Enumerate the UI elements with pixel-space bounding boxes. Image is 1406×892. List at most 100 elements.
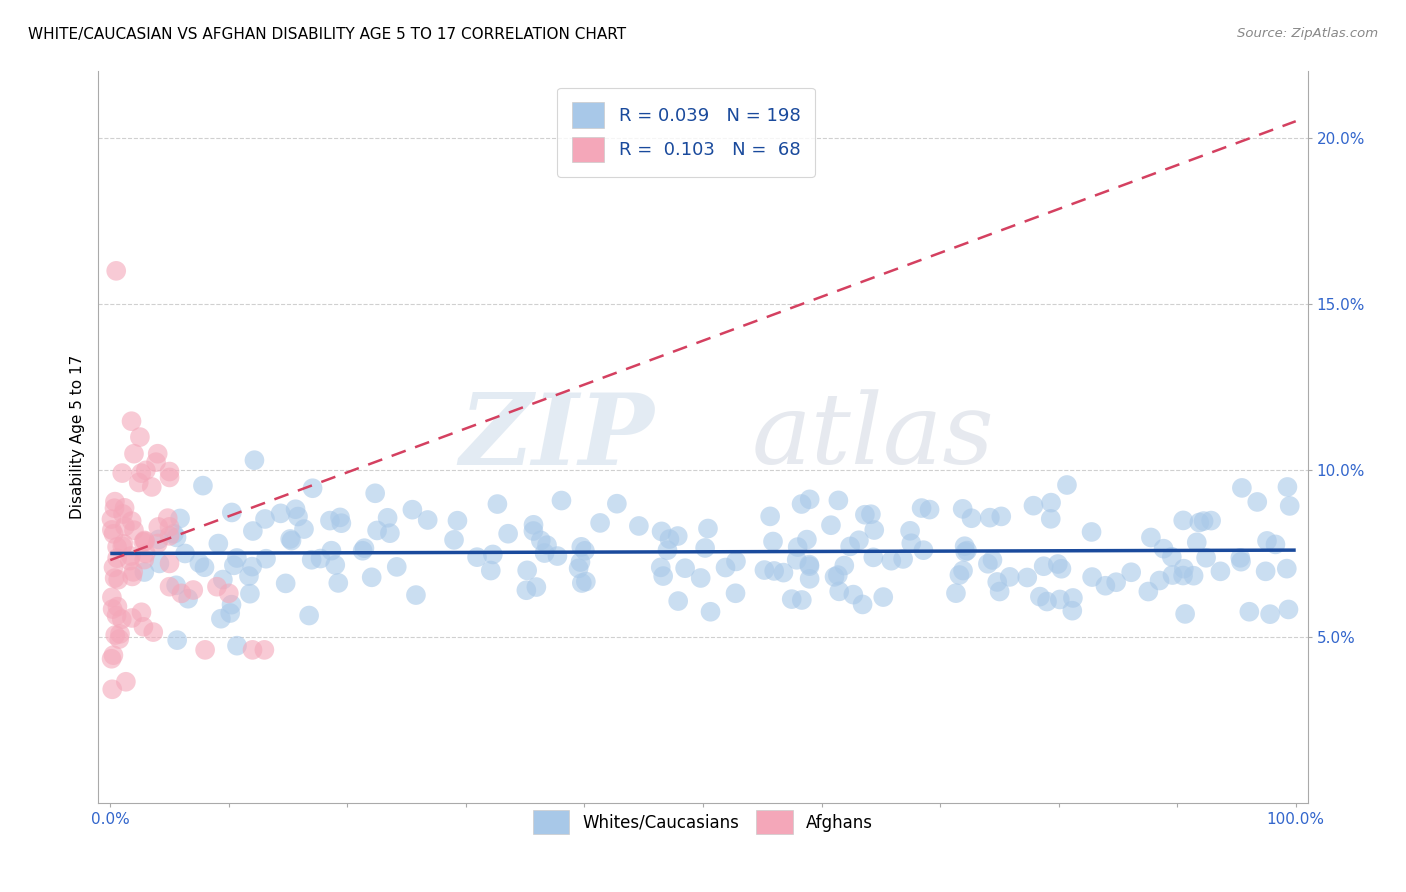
Point: [658, 532, 681, 546]
Point: [212, 573, 235, 587]
Point: [166, 530, 188, 544]
Point: [575, 574, 598, 589]
Point: [724, 554, 747, 568]
Point: [443, 533, 465, 547]
Point: [1182, 568, 1205, 582]
Point: [1140, 531, 1163, 545]
Point: [352, 543, 374, 558]
Point: [142, 625, 165, 640]
Point: [105, 608, 128, 623]
Point: [328, 576, 350, 591]
Point: [1277, 480, 1299, 494]
Legend: Whites/Caucasians, Afghans: Whites/Caucasians, Afghans: [522, 798, 884, 846]
Point: [1173, 513, 1195, 527]
Point: [1081, 570, 1104, 584]
Point: [799, 559, 821, 574]
Point: [280, 533, 302, 548]
Point: [960, 511, 983, 525]
Point: [862, 550, 884, 565]
Point: [666, 594, 689, 608]
Point: [1171, 568, 1194, 582]
Point: [101, 682, 124, 697]
Point: [253, 512, 276, 526]
Point: [1160, 549, 1182, 564]
Point: [128, 475, 150, 490]
Point: [287, 509, 309, 524]
Point: [990, 509, 1012, 524]
Point: [689, 571, 711, 585]
Point: [652, 569, 675, 583]
Point: [465, 550, 488, 565]
Point: [385, 560, 408, 574]
Point: [530, 533, 553, 548]
Point: [1046, 557, 1069, 571]
Point: [378, 526, 401, 541]
Y-axis label: Disability Age 5 to 17: Disability Age 5 to 17: [69, 355, 84, 519]
Point: [986, 574, 1008, 589]
Point: [159, 470, 181, 484]
Point: [1188, 516, 1211, 530]
Point: [329, 510, 352, 524]
Point: [364, 486, 387, 500]
Point: [114, 519, 136, 533]
Point: [129, 466, 152, 480]
Point: [274, 576, 297, 591]
Point: [898, 524, 921, 538]
Point: [132, 535, 155, 549]
Point: [360, 570, 382, 584]
Point: [240, 559, 263, 574]
Point: [695, 541, 717, 555]
Point: [828, 584, 851, 599]
Point: [134, 565, 156, 579]
Point: [515, 583, 537, 598]
Point: [194, 643, 217, 657]
Point: [242, 643, 264, 657]
Point: [524, 580, 547, 594]
Point: [839, 540, 862, 554]
Point: [134, 534, 156, 549]
Point: [956, 543, 979, 558]
Point: [165, 578, 187, 592]
Point: [181, 582, 204, 597]
Point: [112, 507, 135, 521]
Point: [574, 543, 596, 558]
Point: [1195, 550, 1218, 565]
Point: [955, 545, 977, 559]
Point: [724, 586, 747, 600]
Point: [205, 580, 228, 594]
Point: [166, 633, 188, 648]
Point: [131, 605, 153, 619]
Point: [108, 632, 131, 646]
Point: [1264, 537, 1286, 551]
Point: [101, 591, 124, 605]
Point: [134, 552, 156, 566]
Point: [1149, 574, 1171, 588]
Point: [1036, 594, 1059, 608]
Point: [479, 564, 502, 578]
Point: [522, 517, 544, 532]
Point: [824, 570, 846, 584]
Point: [952, 564, 974, 578]
Point: [103, 501, 125, 516]
Point: [401, 502, 423, 516]
Point: [780, 592, 803, 607]
Point: [122, 447, 145, 461]
Point: [209, 612, 232, 626]
Point: [697, 522, 720, 536]
Text: WHITE/CAUCASIAN VS AFGHAN DISABILITY AGE 5 TO 17 CORRELATION CHART: WHITE/CAUCASIAN VS AFGHAN DISABILITY AGE…: [28, 27, 626, 42]
Point: [221, 598, 243, 612]
Point: [284, 502, 307, 516]
Point: [191, 478, 214, 492]
Point: [146, 536, 169, 550]
Point: [650, 560, 672, 574]
Point: [226, 639, 249, 653]
Point: [1029, 590, 1052, 604]
Point: [135, 463, 157, 477]
Point: [1049, 592, 1071, 607]
Point: [111, 466, 134, 480]
Point: [330, 516, 353, 531]
Point: [129, 430, 152, 444]
Point: [1161, 568, 1184, 582]
Point: [948, 568, 970, 582]
Point: [550, 493, 572, 508]
